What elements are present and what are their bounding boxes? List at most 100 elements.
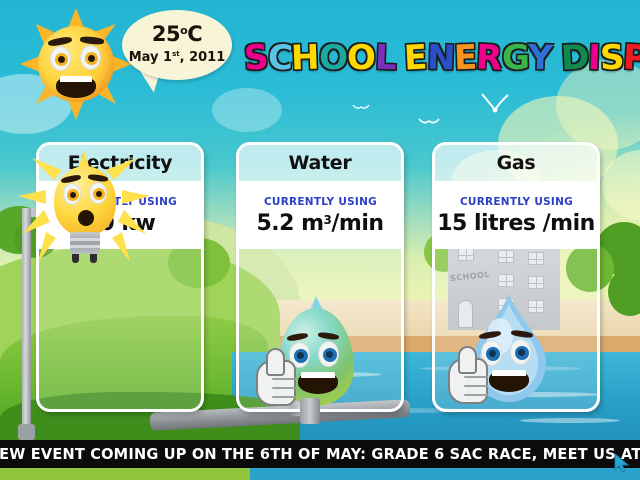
title-letter: S xyxy=(242,37,269,79)
hand-crease xyxy=(272,378,296,380)
title-letter: H xyxy=(290,37,320,79)
date-text: May 1st, 2011 xyxy=(122,50,232,65)
droplet-eyebrow xyxy=(478,330,502,340)
cloud-shape xyxy=(556,60,640,150)
bush-shape xyxy=(566,244,614,292)
school-window xyxy=(498,250,514,263)
sun-eye xyxy=(80,45,101,70)
panel-subtitle: CURRENTLY USING xyxy=(263,194,377,208)
panel-header: Gas xyxy=(435,145,597,181)
panel-subtitle: CURRENTLY USING xyxy=(459,194,573,208)
news-ticker[interactable]: EW EVENT COMING UP ON THE 6TH OF MAY: GR… xyxy=(0,440,640,468)
school-window xyxy=(528,276,544,289)
title-letter: L xyxy=(374,37,397,79)
title-letter: P xyxy=(622,37,640,79)
droplet-eye xyxy=(510,339,531,365)
temperature-text: 25oC xyxy=(122,22,232,46)
panel-value-exponent: 3 xyxy=(323,212,332,227)
date-ordinal: st xyxy=(172,50,180,58)
panel-header: Water xyxy=(239,145,401,181)
page-title: SCHOOL ENERGY DISPLAY xyxy=(242,37,640,79)
panel-header: Electricity xyxy=(39,145,201,181)
droplet-pupil xyxy=(518,349,525,356)
bulb-foot xyxy=(90,254,97,263)
hand-crease xyxy=(464,385,488,387)
metric-panel-water[interactable]: Water CURRENTLY USING 5.2 m3/min xyxy=(236,142,404,412)
title-letter: Y xyxy=(527,37,553,79)
bird-icon xyxy=(352,104,370,109)
sun-mouth xyxy=(56,76,96,98)
cloud-shape xyxy=(212,88,282,132)
ticker-text: EW EVENT COMING UP ON THE 6TH OF MAY: GR… xyxy=(0,445,640,463)
bulb-pupil xyxy=(70,192,76,198)
flame-iris xyxy=(294,349,308,363)
bulb-base xyxy=(70,232,100,254)
metric-panel-electricity[interactable]: Electricity CURRENTLY USING 50 kw xyxy=(36,142,204,412)
sun-face xyxy=(38,26,114,102)
title-letter: E xyxy=(403,37,428,79)
sun-teeth xyxy=(60,76,92,82)
bulb-pupil xyxy=(96,191,102,197)
flame-droplet-mascot xyxy=(256,296,364,424)
flame-eye xyxy=(318,341,339,367)
sun-iris xyxy=(85,52,98,65)
sun-eye xyxy=(50,46,71,71)
bulb-mouth xyxy=(78,210,94,226)
bird-icon xyxy=(418,118,440,124)
panel-title: Water xyxy=(288,152,352,174)
flame-pupil xyxy=(326,351,333,358)
droplet-face xyxy=(470,302,546,400)
date-year: , 2011 xyxy=(179,50,226,65)
bulb-rays-icon xyxy=(18,150,150,262)
flame-eyebrow xyxy=(286,332,309,342)
wave-line xyxy=(470,392,600,397)
panel-value: 5.2 m3/min xyxy=(256,210,384,236)
title-letter: O xyxy=(317,37,348,79)
flame-eyebrow xyxy=(317,331,340,341)
school-door xyxy=(458,300,473,328)
bulb-iris xyxy=(67,189,79,201)
hand-crease xyxy=(464,394,488,396)
droplet-eyebrow xyxy=(510,329,534,339)
thumbs-up-hand xyxy=(448,346,488,404)
school-window xyxy=(528,252,544,265)
sun-pupil xyxy=(58,56,65,63)
title-letter: S xyxy=(599,37,625,79)
panel-value-main: 5.2 m xyxy=(256,210,324,236)
lamppost-pole xyxy=(22,208,31,438)
panel-title: Gas xyxy=(496,152,536,174)
title-letter: O xyxy=(346,37,376,79)
title-letter: C xyxy=(266,37,293,79)
bulb-eye xyxy=(63,183,81,205)
flame-teeth xyxy=(301,372,335,378)
title-letter: D xyxy=(560,37,590,79)
date-value: May 1 xyxy=(128,50,173,65)
flame-pupil xyxy=(297,352,304,359)
panel-readout: CURRENTLY USING 5.2 m3/min xyxy=(239,181,401,249)
bulb-glass xyxy=(54,166,116,236)
water-droplet-mascot xyxy=(448,292,556,416)
temperature-value: 25 xyxy=(151,22,181,46)
sun-iris xyxy=(55,53,68,66)
droplet-mouth xyxy=(489,370,529,392)
bottom-water-strip xyxy=(250,468,640,480)
panel-value-unit: /min xyxy=(331,210,384,236)
flame-eye xyxy=(289,342,310,368)
school-window xyxy=(528,300,544,313)
temperature-scale: C xyxy=(187,22,203,46)
droplet-teeth xyxy=(492,370,526,376)
thumb-finger xyxy=(458,346,477,374)
sun-mascot xyxy=(20,8,132,120)
wave-line xyxy=(520,418,620,423)
bulb-foot xyxy=(72,254,79,263)
title-letter: R xyxy=(475,37,503,79)
title-letter: G xyxy=(501,37,529,79)
metric-panel-gas[interactable]: Gas CURRENTLY USING 15 litres /min xyxy=(432,142,600,412)
mascot-pipe xyxy=(300,398,320,424)
thumbs-up-hand xyxy=(256,348,296,406)
bird-icon xyxy=(481,93,509,113)
school-window xyxy=(498,274,514,287)
title-letter: E xyxy=(453,37,478,79)
hand-crease xyxy=(272,387,296,389)
